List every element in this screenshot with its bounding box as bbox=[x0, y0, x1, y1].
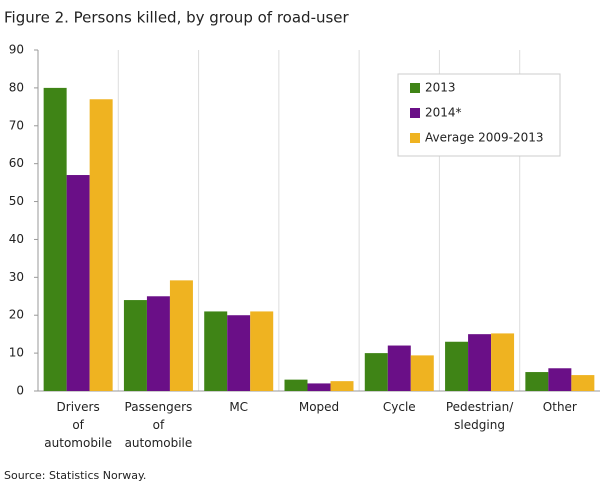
legend-swatch bbox=[410, 83, 420, 93]
legend-swatch bbox=[410, 133, 420, 143]
bar bbox=[66, 175, 90, 391]
legend-label: 2013 bbox=[425, 81, 456, 95]
bar bbox=[204, 311, 228, 391]
bar bbox=[43, 87, 67, 391]
x-tick-label: Moped bbox=[298, 400, 340, 414]
legend-label: 2014* bbox=[425, 106, 462, 120]
bar bbox=[169, 280, 193, 391]
bar bbox=[525, 372, 549, 391]
bar bbox=[284, 379, 308, 391]
y-tick-label: 0 bbox=[16, 384, 24, 398]
bar bbox=[227, 315, 251, 391]
y-tick-label: 10 bbox=[9, 346, 24, 360]
bar bbox=[250, 311, 274, 391]
bar bbox=[89, 99, 113, 391]
y-tick-label: 50 bbox=[9, 194, 24, 208]
y-tick-label: 90 bbox=[9, 43, 24, 57]
x-tick-label: Other bbox=[542, 400, 577, 414]
y-tick-label: 60 bbox=[9, 156, 24, 170]
bar bbox=[571, 375, 595, 391]
y-tick-label: 30 bbox=[9, 270, 24, 284]
bar bbox=[387, 345, 411, 391]
bar bbox=[307, 383, 331, 391]
x-tick-label: Drivers of automobile bbox=[44, 400, 112, 450]
bar bbox=[146, 296, 170, 391]
bar bbox=[548, 368, 572, 391]
x-tick-label: Pedestrian/ sledging bbox=[445, 400, 514, 432]
x-tick-label: Passengers of automobile bbox=[124, 400, 193, 450]
bar bbox=[123, 300, 147, 391]
legend-swatch bbox=[410, 108, 420, 118]
x-tick-label: Cycle bbox=[382, 400, 416, 414]
bar bbox=[491, 333, 515, 391]
legend-label: Average 2009-2013 bbox=[425, 131, 544, 145]
y-tick-label: 20 bbox=[9, 308, 24, 322]
y-tick-label: 40 bbox=[9, 232, 24, 246]
bar bbox=[468, 334, 492, 391]
legend-box bbox=[397, 73, 561, 157]
bar bbox=[445, 341, 469, 391]
y-tick-label: 70 bbox=[9, 118, 24, 132]
bar bbox=[410, 355, 434, 391]
x-tick-label: MC bbox=[229, 400, 249, 414]
chart-title: Figure 2. Persons killed, by group of ro… bbox=[4, 9, 350, 27]
y-tick-label: 80 bbox=[9, 80, 24, 94]
bar bbox=[330, 381, 354, 391]
source: Source: Statistics Norway. bbox=[4, 469, 146, 482]
bar bbox=[364, 353, 388, 391]
